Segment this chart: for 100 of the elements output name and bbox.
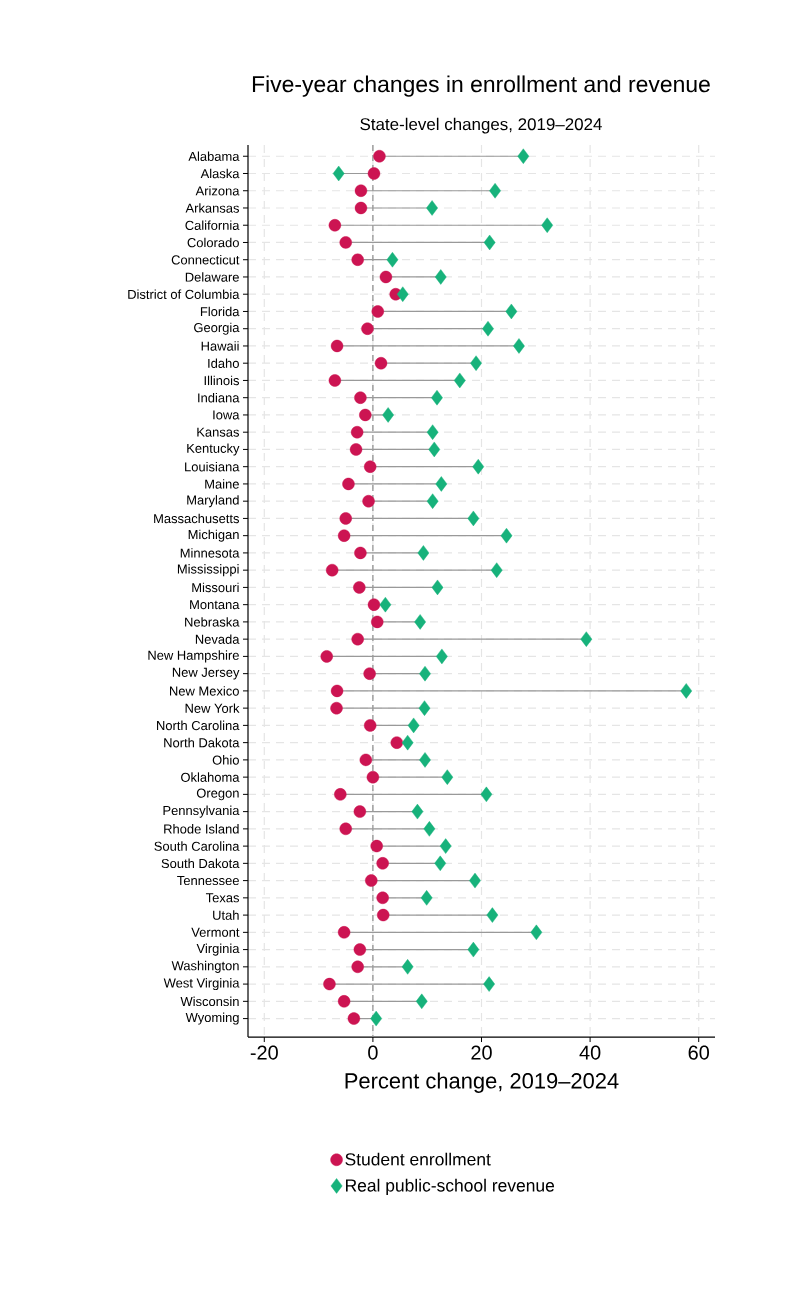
- y-tick-label: New York: [185, 703, 240, 713]
- point: [320, 650, 333, 663]
- point: [396, 286, 409, 302]
- y-tick-label: Indiana: [198, 392, 240, 403]
- point: [371, 615, 384, 629]
- point: [419, 752, 431, 768]
- y-tick-label: Wyoming: [185, 1012, 239, 1025]
- point: [434, 269, 447, 285]
- y-tick-label: Delaware: [185, 272, 239, 282]
- point: [351, 960, 364, 974]
- point: [354, 201, 368, 215]
- y-tick-label: Minnesota: [180, 548, 240, 558]
- point: [379, 270, 393, 284]
- point: [365, 874, 378, 887]
- point: [470, 355, 482, 371]
- point: [505, 303, 518, 320]
- y-tick-label: Mississippi: [177, 564, 239, 577]
- y-tick-label: Virginia: [196, 943, 240, 956]
- point: [436, 648, 448, 665]
- point: [325, 563, 339, 577]
- y-tick-label: Washington: [171, 960, 239, 973]
- point: [353, 581, 366, 594]
- point: [401, 734, 414, 751]
- point: [334, 788, 347, 801]
- point: [332, 165, 345, 182]
- point: [431, 579, 444, 596]
- point: [377, 908, 390, 922]
- point: [420, 890, 433, 906]
- point: [386, 252, 399, 268]
- y-tick-label: Ohio: [212, 755, 239, 765]
- x-tick-label: 60: [688, 1045, 710, 1060]
- y-tick-label: Vermont: [191, 927, 240, 937]
- point: [453, 372, 466, 389]
- point: [530, 924, 543, 941]
- point: [347, 1012, 361, 1025]
- point: [354, 184, 368, 197]
- y-tick-label: Tennessee: [177, 876, 239, 886]
- point: [330, 339, 344, 353]
- point: [390, 736, 403, 749]
- y-tick-label: Florida: [200, 306, 240, 317]
- y-tick-label: Hawaii: [201, 341, 239, 351]
- point: [441, 769, 454, 785]
- point: [370, 1010, 382, 1027]
- point: [423, 821, 436, 837]
- point: [680, 683, 693, 699]
- point: [467, 510, 480, 527]
- legend-label: Real public-school revenue: [346, 1178, 555, 1196]
- y-tick-label: Utah: [213, 910, 239, 920]
- y-tick-label: Nevada: [195, 634, 240, 644]
- y-tick-label: Nebraska: [185, 617, 240, 627]
- point: [411, 803, 424, 820]
- y-tick-label: Colorado: [187, 237, 239, 248]
- chart-subtitle: State-level changes, 2019–2024: [360, 117, 602, 134]
- point: [490, 562, 503, 578]
- point: [483, 976, 495, 992]
- point: [486, 907, 499, 923]
- point: [359, 408, 372, 422]
- point: [367, 598, 381, 611]
- point: [382, 407, 394, 423]
- point: [417, 545, 430, 561]
- point: [354, 391, 367, 404]
- point: [418, 700, 431, 716]
- y-tick-label: West Virginia: [163, 978, 240, 991]
- point: [370, 839, 383, 853]
- point: [342, 477, 355, 491]
- y-tick-label: Missouri: [192, 582, 239, 593]
- y-tick-label: Connecticut: [171, 254, 240, 265]
- point: [366, 770, 380, 784]
- y-tick-label: Oregon: [196, 788, 239, 801]
- point: [339, 236, 352, 249]
- point: [428, 441, 441, 458]
- point: [379, 596, 392, 613]
- y-tick-label: North Carolina: [157, 720, 240, 731]
- legend-label: Student enrollment: [345, 1152, 491, 1166]
- point: [407, 717, 420, 734]
- point: [339, 512, 352, 525]
- point: [472, 458, 485, 475]
- point: [337, 995, 351, 1008]
- y-tick-label: Montana: [190, 600, 240, 610]
- y-tick-label: Arizona: [195, 185, 240, 196]
- y-tick-label: South Carolina: [154, 841, 240, 851]
- point: [467, 941, 480, 958]
- point: [361, 322, 374, 335]
- point: [359, 753, 373, 767]
- point: [517, 148, 530, 164]
- point: [363, 460, 377, 473]
- point: [374, 357, 388, 370]
- point: [513, 338, 525, 354]
- x-tick-label: 40: [579, 1045, 601, 1060]
- point: [371, 305, 384, 318]
- y-tick-label: Iowa: [213, 410, 240, 420]
- y-tick-label: Georgia: [194, 322, 240, 335]
- point: [376, 891, 389, 905]
- point: [401, 959, 414, 975]
- point: [415, 993, 428, 1010]
- point: [353, 943, 367, 956]
- point: [419, 665, 431, 682]
- x-axis-title: Percent change, 2019–2024: [345, 1072, 619, 1093]
- point: [426, 424, 439, 440]
- y-tick-label: Maryland: [187, 495, 239, 508]
